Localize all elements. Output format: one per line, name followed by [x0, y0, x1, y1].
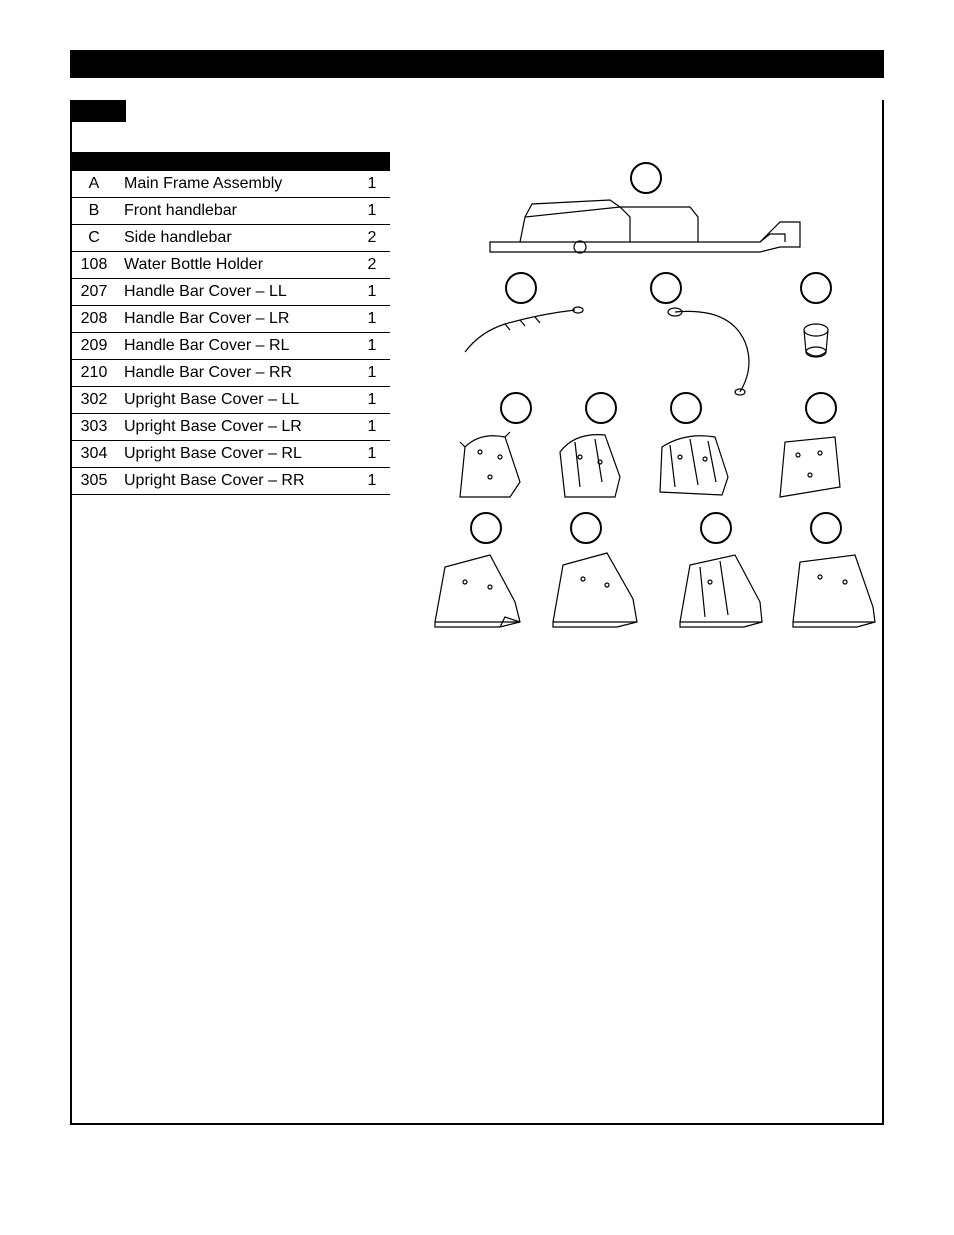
part-210-icon	[770, 427, 850, 507]
diagram-ref-a	[630, 162, 662, 194]
table-header-row	[70, 152, 390, 170]
table-row: 209Handle Bar Cover – RL1	[70, 332, 390, 359]
cell-desc: Upright Base Cover – RL	[118, 440, 354, 467]
cell-desc: Upright Base Cover – LR	[118, 413, 354, 440]
cell-desc: Handle Bar Cover – RL	[118, 332, 354, 359]
diagram-ref-209	[670, 392, 702, 424]
cell-desc: Handle Bar Cover – LR	[118, 305, 354, 332]
table-row: 210Handle Bar Cover – RR1	[70, 359, 390, 386]
diagram-ref-c	[650, 272, 682, 304]
cell-id: 302	[70, 386, 118, 413]
cell-id: 304	[70, 440, 118, 467]
part-302-icon	[430, 547, 530, 632]
parts-table: AMain Frame Assembly1 BFront handlebar1 …	[70, 152, 390, 495]
parts-table-wrap: AMain Frame Assembly1 BFront handlebar1 …	[70, 152, 390, 712]
cell-desc: Water Bottle Holder	[118, 251, 354, 278]
box-label-bar	[70, 100, 126, 122]
cell-id: C	[70, 224, 118, 251]
part-303-icon	[545, 547, 645, 632]
part-108-icon	[800, 322, 832, 362]
diagram-ref-303	[570, 512, 602, 544]
diagram-ref-305	[810, 512, 842, 544]
cell-id: A	[70, 170, 118, 197]
cell-qty: 1	[354, 197, 390, 224]
diagram-ref-302	[470, 512, 502, 544]
part-207-icon	[450, 427, 530, 507]
table-header-id	[70, 152, 118, 170]
cell-id: 208	[70, 305, 118, 332]
cell-desc: Handle Bar Cover – LL	[118, 278, 354, 305]
table-row: 305Upright Base Cover – RR1	[70, 467, 390, 494]
table-row: CSide handlebar2	[70, 224, 390, 251]
diagram-ref-108	[800, 272, 832, 304]
part-b-icon	[460, 302, 590, 362]
table-row: 304Upright Base Cover – RL1	[70, 440, 390, 467]
table-row: 207Handle Bar Cover – LL1	[70, 278, 390, 305]
cell-qty: 1	[354, 332, 390, 359]
cell-qty: 1	[354, 386, 390, 413]
cell-desc: Upright Base Cover – RR	[118, 467, 354, 494]
table-row: 208Handle Bar Cover – LR1	[70, 305, 390, 332]
diagram-ref-207	[500, 392, 532, 424]
diagram-ref-208	[585, 392, 617, 424]
cell-qty: 1	[354, 359, 390, 386]
cell-desc: Front handlebar	[118, 197, 354, 224]
header-bar	[70, 50, 884, 78]
cell-id: 108	[70, 251, 118, 278]
cell-id: 209	[70, 332, 118, 359]
part-a-icon	[480, 192, 820, 272]
part-305-icon	[785, 547, 880, 632]
cell-id: 303	[70, 413, 118, 440]
cell-qty: 1	[354, 170, 390, 197]
cell-qty: 1	[354, 305, 390, 332]
cell-qty: 2	[354, 251, 390, 278]
part-c-icon	[660, 302, 770, 397]
exploded-diagram	[430, 152, 884, 712]
table-header-desc	[118, 152, 354, 170]
cell-desc: Handle Bar Cover – RR	[118, 359, 354, 386]
cell-desc: Side handlebar	[118, 224, 354, 251]
content-row: AMain Frame Assembly1 BFront handlebar1 …	[70, 152, 884, 712]
cell-id: 210	[70, 359, 118, 386]
table-row: 302Upright Base Cover – LL1	[70, 386, 390, 413]
cell-qty: 1	[354, 440, 390, 467]
table-row: BFront handlebar1	[70, 197, 390, 224]
page: AMain Frame Assembly1 BFront handlebar1 …	[0, 0, 954, 1235]
part-304-icon	[670, 547, 770, 632]
diagram-ref-304	[700, 512, 732, 544]
table-row: AMain Frame Assembly1	[70, 170, 390, 197]
cell-id: B	[70, 197, 118, 224]
table-row: 303Upright Base Cover – LR1	[70, 413, 390, 440]
diagram-ref-b	[505, 272, 537, 304]
diagram-ref-210	[805, 392, 837, 424]
cell-qty: 1	[354, 413, 390, 440]
cell-id: 207	[70, 278, 118, 305]
cell-desc: Upright Base Cover – LL	[118, 386, 354, 413]
table-header-qty	[354, 152, 390, 170]
cell-id: 305	[70, 467, 118, 494]
part-208-icon	[550, 427, 630, 507]
cell-desc: Main Frame Assembly	[118, 170, 354, 197]
table-row: 108Water Bottle Holder2	[70, 251, 390, 278]
cell-qty: 1	[354, 278, 390, 305]
cell-qty: 2	[354, 224, 390, 251]
cell-qty: 1	[354, 467, 390, 494]
part-209-icon	[650, 427, 735, 507]
